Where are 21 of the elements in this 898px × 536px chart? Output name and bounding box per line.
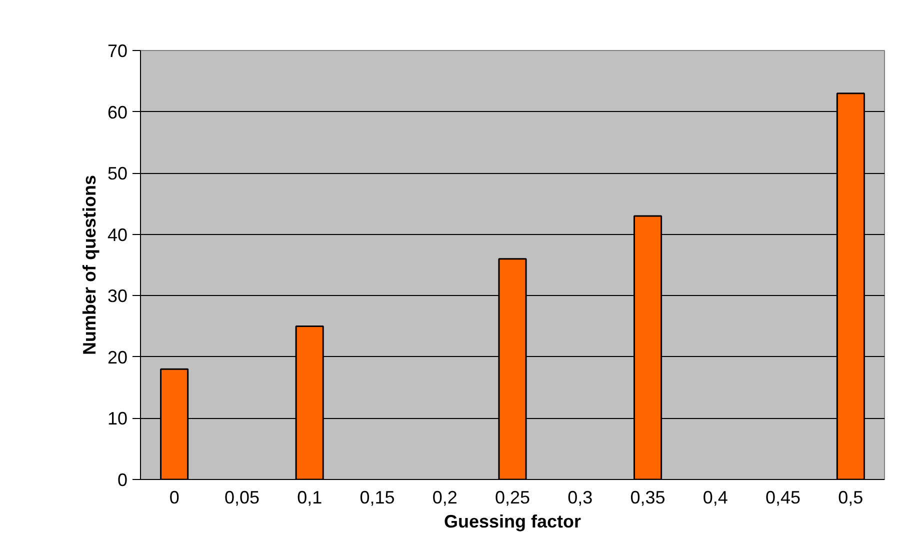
x-tick-label: 0,35 xyxy=(630,488,666,508)
y-tick-label: 0 xyxy=(117,470,128,490)
x-tick-label: 0 xyxy=(169,488,180,508)
y-tick-label: 70 xyxy=(107,41,128,61)
y-tick-label: 60 xyxy=(107,102,128,122)
y-tick-label: 20 xyxy=(107,347,128,368)
x-tick-label: 0,2 xyxy=(432,488,458,508)
x-tick-label: 0,15 xyxy=(360,488,395,508)
x-tick-label: 0,5 xyxy=(838,488,864,508)
y-tick-label: 50 xyxy=(107,164,128,184)
y-tick-label: 40 xyxy=(107,224,128,245)
x-tick-label: 0,1 xyxy=(297,488,322,508)
x-tick-label: 0,25 xyxy=(494,488,530,508)
y-tick-label: 30 xyxy=(107,286,128,306)
x-tick-label: 0,3 xyxy=(568,488,593,508)
x-tick-label: 0,45 xyxy=(766,488,801,508)
x-tick-label: 0,05 xyxy=(224,488,260,508)
y-tick-label: 10 xyxy=(107,408,128,429)
x-axis-title: Guessing factor xyxy=(444,512,582,532)
x-tick-label: 0,4 xyxy=(702,488,728,508)
y-axis-title: Number of questions xyxy=(79,174,100,356)
